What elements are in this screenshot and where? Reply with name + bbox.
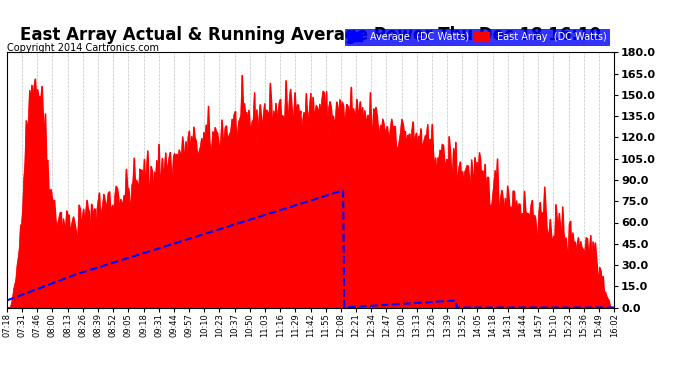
Text: Copyright 2014 Cartronics.com: Copyright 2014 Cartronics.com bbox=[7, 43, 159, 53]
Text: East Array Actual & Running Average Power Thu Dec 18 16:10: East Array Actual & Running Average Powe… bbox=[20, 26, 601, 44]
Legend: Average  (DC Watts), East Array  (DC Watts): Average (DC Watts), East Array (DC Watts… bbox=[345, 29, 609, 45]
